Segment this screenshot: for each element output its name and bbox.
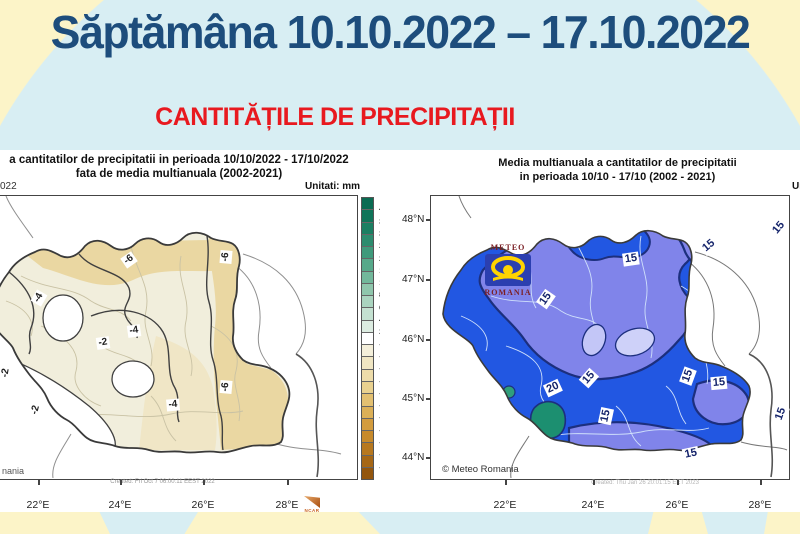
x-tick-mark xyxy=(760,480,762,485)
legend-value: -10.0 xyxy=(379,389,380,398)
romania-outline xyxy=(442,229,751,452)
neighbour-borders xyxy=(458,196,788,478)
y-tick-label: 45°N xyxy=(402,393,425,404)
y-tick-mark xyxy=(426,279,431,281)
x-tick-mark xyxy=(120,480,122,485)
legend-value: 40.0 xyxy=(379,205,380,213)
neighbour-borders xyxy=(5,196,342,478)
ncar-logo-label: NCAR xyxy=(304,508,320,512)
romania-outline xyxy=(0,231,291,454)
right-map-units-label: Unitati: mm xyxy=(792,181,800,192)
y-tick-mark xyxy=(426,457,431,459)
county-borders xyxy=(5,245,272,442)
y-tick-label: 46°N xyxy=(402,334,425,345)
contour-label: -6 xyxy=(219,250,233,264)
left-map-chart xyxy=(0,196,342,478)
x-tick-mark xyxy=(677,480,679,485)
y-tick-mark xyxy=(426,219,431,221)
left-map-copyright-fragment: nania xyxy=(2,466,25,476)
slide-subtitle: CANTITĂȚILE DE PRECIPITAȚII xyxy=(155,103,515,131)
y-tick-label: 44°N xyxy=(402,452,425,463)
legend-value: -4.0 xyxy=(379,352,380,361)
x-tick-label: 26°E xyxy=(191,499,215,511)
legend-value: -35.0 xyxy=(379,451,380,459)
legend-value: -2.0 xyxy=(379,340,380,349)
x-tick-mark xyxy=(203,480,205,485)
legend-value: -25.0 xyxy=(379,426,380,435)
legend-value: -30.0 xyxy=(379,439,380,447)
ncar-logo: NCAR xyxy=(303,496,321,512)
x-tick-mark xyxy=(38,480,40,485)
legend-value: 8.0 xyxy=(379,291,380,299)
y-tick-mark xyxy=(426,339,431,341)
right-map-title-line1: Media multianuala a cantitatilor de prec… xyxy=(498,157,737,169)
y-tick-label: 48°N xyxy=(402,214,425,225)
x-tick-label: 24°E xyxy=(108,499,132,511)
slide-title: Săptămâna 10.10.2022 – 17.10.2022 xyxy=(50,6,751,58)
left-map-color-scale-labels: 40.0 35.0 30.0 25.0 20.0 15.0 10.0 8.0 6.0 4.0 2.0… xyxy=(377,197,380,480)
right-map-frame: 15 15 15 15 15 15 20 15 15 15 15 METEO ROMANIA xyxy=(430,195,790,480)
legend-value: 2.0 xyxy=(379,328,380,336)
legend-value: 25.0 xyxy=(379,242,380,250)
x-tick-label: 22°E xyxy=(26,499,50,511)
y-tick-label: 47°N xyxy=(402,274,425,285)
contour-label: -4 xyxy=(166,398,180,412)
legend-value: -15.0 xyxy=(379,402,380,410)
contour-label: -2 xyxy=(0,365,14,381)
legend-value: -40.0 xyxy=(379,463,380,472)
legend-value: 35.0 xyxy=(379,217,380,226)
meteo-logo-text-top: METEO xyxy=(490,243,526,252)
contour-label: -6 xyxy=(219,380,233,394)
legend-value: 15.0 xyxy=(379,266,380,275)
black-sea-coastline xyxy=(295,353,320,478)
x-tick-label: 22°E xyxy=(493,499,517,511)
left-map-frame: -6 -6 -4 -4 -2 -2 -2 -6 -4 NCAR xyxy=(0,195,358,512)
x-tick-label: 28°E xyxy=(275,499,299,511)
x-tick-label: 24°E xyxy=(581,499,605,511)
legend-value: 4.0 xyxy=(379,316,380,324)
x-tick-label: 26°E xyxy=(665,499,689,511)
y-tick-mark xyxy=(426,398,431,400)
left-map-corner-fragment: 022 xyxy=(0,181,17,192)
left-map-title-line1: a cantitatilor de precipitatii in perioa… xyxy=(9,154,349,166)
black-sea-coastline xyxy=(748,353,774,478)
legend-value: -20.0 xyxy=(379,414,380,422)
left-map-units-label: Unitati: mm xyxy=(305,181,360,192)
left-map-color-scale xyxy=(361,197,374,480)
legend-value: 6.0 xyxy=(379,303,380,312)
meteo-logo-icon xyxy=(485,254,531,286)
legend-value: 10.0 xyxy=(379,279,380,287)
legend-value: -8.0 xyxy=(379,377,380,386)
right-map-title-line2: in perioada 10/10 - 17/10 (2002 - 2021) xyxy=(519,171,716,183)
left-map-title-line2: fata de media multianuala (2002-2021) xyxy=(75,168,283,180)
contour-label: -4 xyxy=(126,324,142,338)
contour-label: 15 xyxy=(622,251,640,267)
right-map-created-text: Created: Thu Jan 26 20:01:15 EET 2023 xyxy=(591,480,699,486)
contour-label: 15 xyxy=(710,375,728,391)
right-map-chart xyxy=(442,196,788,478)
left-map-created-text: Created: Fri Oct 7 06:00:11 EEST 2022 xyxy=(110,479,215,485)
x-tick-mark xyxy=(593,480,595,485)
legend-value: 30.0 xyxy=(379,229,380,238)
x-tick-label: 28°E xyxy=(748,499,772,511)
left-map-panel: a cantitatilor de precipitatii in perioa… xyxy=(0,150,380,512)
right-map-copyright: © Meteo Romania xyxy=(442,464,519,475)
meteo-logo-text-bottom: ROMANIA xyxy=(484,288,532,297)
legend-value: 20.0 xyxy=(379,254,380,263)
x-tick-mark xyxy=(505,480,507,485)
x-tick-mark xyxy=(287,480,289,485)
right-map-panel: Media multianuala a cantitatilor de prec… xyxy=(380,150,800,512)
meteo-romania-logo: METEO ROMANIA xyxy=(475,243,541,297)
contour-label: -2 xyxy=(95,336,111,350)
legend-value: -6.0 xyxy=(379,365,380,373)
